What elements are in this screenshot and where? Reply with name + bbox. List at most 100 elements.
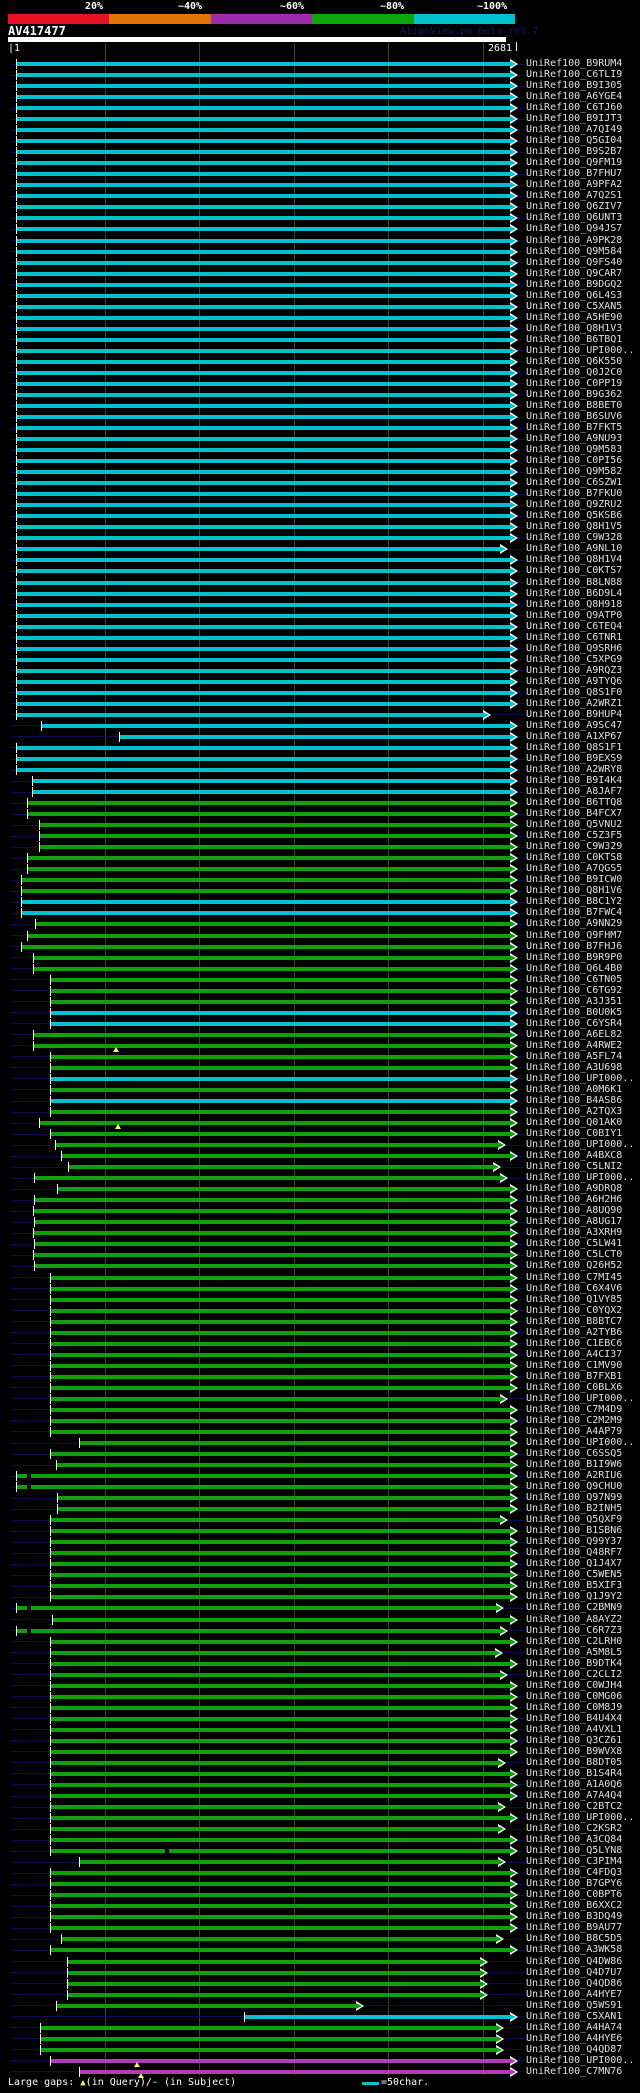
hit-label[interactable]: UniRef100_C1MV90: [526, 1359, 623, 1371]
alignment-bar[interactable]: [16, 238, 510, 243]
alignment-bar[interactable]: [51, 1341, 510, 1346]
alignment-bar[interactable]: [51, 1948, 510, 1953]
hit-label[interactable]: UniRef100_UPI000..: [526, 1172, 635, 1184]
hit-label[interactable]: UniRef100_C5XAN5: [526, 300, 623, 312]
alignment-bar[interactable]: [34, 1176, 501, 1181]
alignment-bar[interactable]: [51, 1661, 510, 1666]
alignment-bar[interactable]: [16, 415, 510, 420]
alignment-bar[interactable]: [16, 547, 501, 552]
alignment-bar[interactable]: [51, 1716, 510, 1721]
hit-label[interactable]: UniRef100_C5WEN5: [526, 1569, 623, 1581]
hit-label[interactable]: UniRef100_A5HE90: [526, 311, 623, 323]
hit-label[interactable]: UniRef100_A9RQZ3: [526, 664, 623, 676]
alignment-bar[interactable]: [16, 216, 510, 221]
hit-label[interactable]: UniRef100_B4AS86: [526, 1095, 623, 1106]
hit-label[interactable]: UniRef100_C2BTC2: [526, 1801, 623, 1813]
hit-label[interactable]: UniRef100_C2CLI2: [526, 1668, 623, 1680]
alignment-bar[interactable]: [51, 1330, 510, 1335]
hit-label[interactable]: UniRef100_C0KTS7: [526, 565, 623, 577]
alignment-bar[interactable]: [16, 326, 510, 331]
hit-label[interactable]: UniRef100_A3J351: [526, 995, 623, 1007]
alignment-bar[interactable]: [58, 1507, 510, 1512]
hit-label[interactable]: UniRef100_A6EL82: [526, 1028, 623, 1040]
alignment-bar[interactable]: [51, 1771, 510, 1776]
hit-label[interactable]: UniRef100_Q8H1V5: [526, 521, 623, 533]
hit-label[interactable]: UniRef100_B4FCX7: [526, 808, 623, 820]
alignment-bar[interactable]: [34, 1242, 510, 1247]
hit-label[interactable]: UniRef100_C7MI45: [526, 1271, 623, 1283]
alignment-bar[interactable]: [58, 1187, 510, 1192]
hit-label[interactable]: UniRef100_C7MN76: [526, 2065, 623, 2077]
hit-label[interactable]: UniRef100_B7FXB1: [526, 1370, 623, 1382]
alignment-bar[interactable]: [51, 1639, 510, 1644]
hit-label[interactable]: UniRef100_C6TNR1: [526, 631, 623, 643]
alignment-bar[interactable]: [40, 2047, 496, 2052]
hit-label[interactable]: UniRef100_B9DTK4: [526, 1657, 623, 1669]
hit-label[interactable]: UniRef100_Q9FS40: [526, 256, 623, 268]
alignment-bar[interactable]: [34, 1043, 510, 1048]
alignment-bar[interactable]: [16, 757, 510, 762]
hit-label[interactable]: UniRef100_A7Q2S1: [526, 190, 623, 202]
alignment-bar[interactable]: [51, 1452, 510, 1457]
alignment-bar[interactable]: [51, 1021, 510, 1026]
hit-label[interactable]: UniRef100_C9W329: [526, 841, 623, 853]
hit-label[interactable]: UniRef100_C6TEQ4: [526, 620, 623, 632]
alignment-bar[interactable]: [27, 801, 510, 806]
alignment-bar[interactable]: [16, 569, 510, 574]
alignment-bar[interactable]: [16, 337, 510, 342]
hit-label[interactable]: UniRef100_Q4DW86: [526, 1955, 623, 1967]
alignment-bar[interactable]: [55, 1143, 498, 1148]
alignment-bar[interactable]: [22, 878, 510, 883]
hit-label[interactable]: UniRef100_UPI000..: [526, 2054, 635, 2066]
hit-label[interactable]: UniRef100_A8AYZ2: [526, 1613, 623, 1625]
hit-label[interactable]: UniRef100_A2TYB6: [526, 1326, 623, 1338]
hit-label[interactable]: UniRef100_B6TBQ1: [526, 333, 623, 345]
alignment-bar[interactable]: [34, 1220, 510, 1225]
alignment-bar[interactable]: [16, 260, 510, 265]
hit-label[interactable]: UniRef100_Q99Y37: [526, 1536, 623, 1548]
hit-label[interactable]: UniRef100_Q26H52: [526, 1260, 623, 1272]
alignment-bar[interactable]: [16, 161, 510, 166]
alignment-bar[interactable]: [34, 1198, 510, 1203]
alignment-bar[interactable]: [51, 1275, 510, 1280]
hit-label[interactable]: UniRef100_A2TQX3: [526, 1106, 623, 1118]
hit-label[interactable]: UniRef100_Q9FHM7: [526, 929, 623, 941]
hit-label[interactable]: UniRef100_A9PFA2: [526, 179, 623, 191]
alignment-bar[interactable]: [40, 834, 510, 839]
hit-label[interactable]: UniRef100_Q5GI04: [526, 135, 623, 147]
hit-label[interactable]: UniRef100_A9TYQ6: [526, 675, 623, 687]
alignment-bar[interactable]: [22, 944, 510, 949]
hit-label[interactable]: UniRef100_A2WRZ1: [526, 697, 623, 709]
hit-label[interactable]: UniRef100_A2RIU6: [526, 1470, 623, 1482]
hit-label[interactable]: UniRef100_Q3CZ61: [526, 1734, 623, 1746]
hit-label[interactable]: UniRef100_Q9FM19: [526, 157, 623, 169]
alignment-bar[interactable]: [16, 62, 510, 66]
alignment-bar[interactable]: [51, 988, 510, 993]
hit-label[interactable]: UniRef100_C6SSQ5: [526, 1448, 623, 1460]
alignment-bar[interactable]: [16, 635, 510, 640]
alignment-bar[interactable]: [16, 370, 510, 375]
alignment-bar[interactable]: [22, 911, 510, 916]
hit-label[interactable]: UniRef100_B1SBN6: [526, 1525, 623, 1537]
hit-label[interactable]: UniRef100_Q97N99: [526, 1492, 623, 1504]
alignment-bar[interactable]: [51, 1694, 510, 1699]
alignment-bar[interactable]: [16, 381, 510, 386]
hit-label[interactable]: UniRef100_B4U4X4: [526, 1712, 623, 1724]
hit-label[interactable]: UniRef100_A7QI49: [526, 124, 623, 136]
alignment-bar[interactable]: [51, 1650, 495, 1655]
hit-label[interactable]: UniRef100_Q8S1F1: [526, 741, 623, 753]
alignment-bar[interactable]: [51, 1760, 498, 1765]
alignment-bar[interactable]: [51, 1054, 510, 1059]
alignment-bar[interactable]: [51, 1904, 510, 1909]
alignment-bar[interactable]: [51, 1849, 510, 1854]
hit-label[interactable]: UniRef100_Q4QD87: [526, 2043, 623, 2055]
alignment-bar[interactable]: [51, 1882, 510, 1887]
alignment-bar[interactable]: [40, 1121, 510, 1126]
alignment-bar[interactable]: [51, 1827, 498, 1832]
hit-label[interactable]: UniRef100_A7QGS5: [526, 863, 623, 875]
hit-label[interactable]: UniRef100_B9G362: [526, 388, 623, 400]
alignment-bar[interactable]: [16, 437, 510, 442]
alignment-bar[interactable]: [79, 1860, 498, 1865]
hit-label[interactable]: UniRef100_B6SUV6: [526, 411, 623, 423]
alignment-bar[interactable]: [16, 657, 510, 662]
